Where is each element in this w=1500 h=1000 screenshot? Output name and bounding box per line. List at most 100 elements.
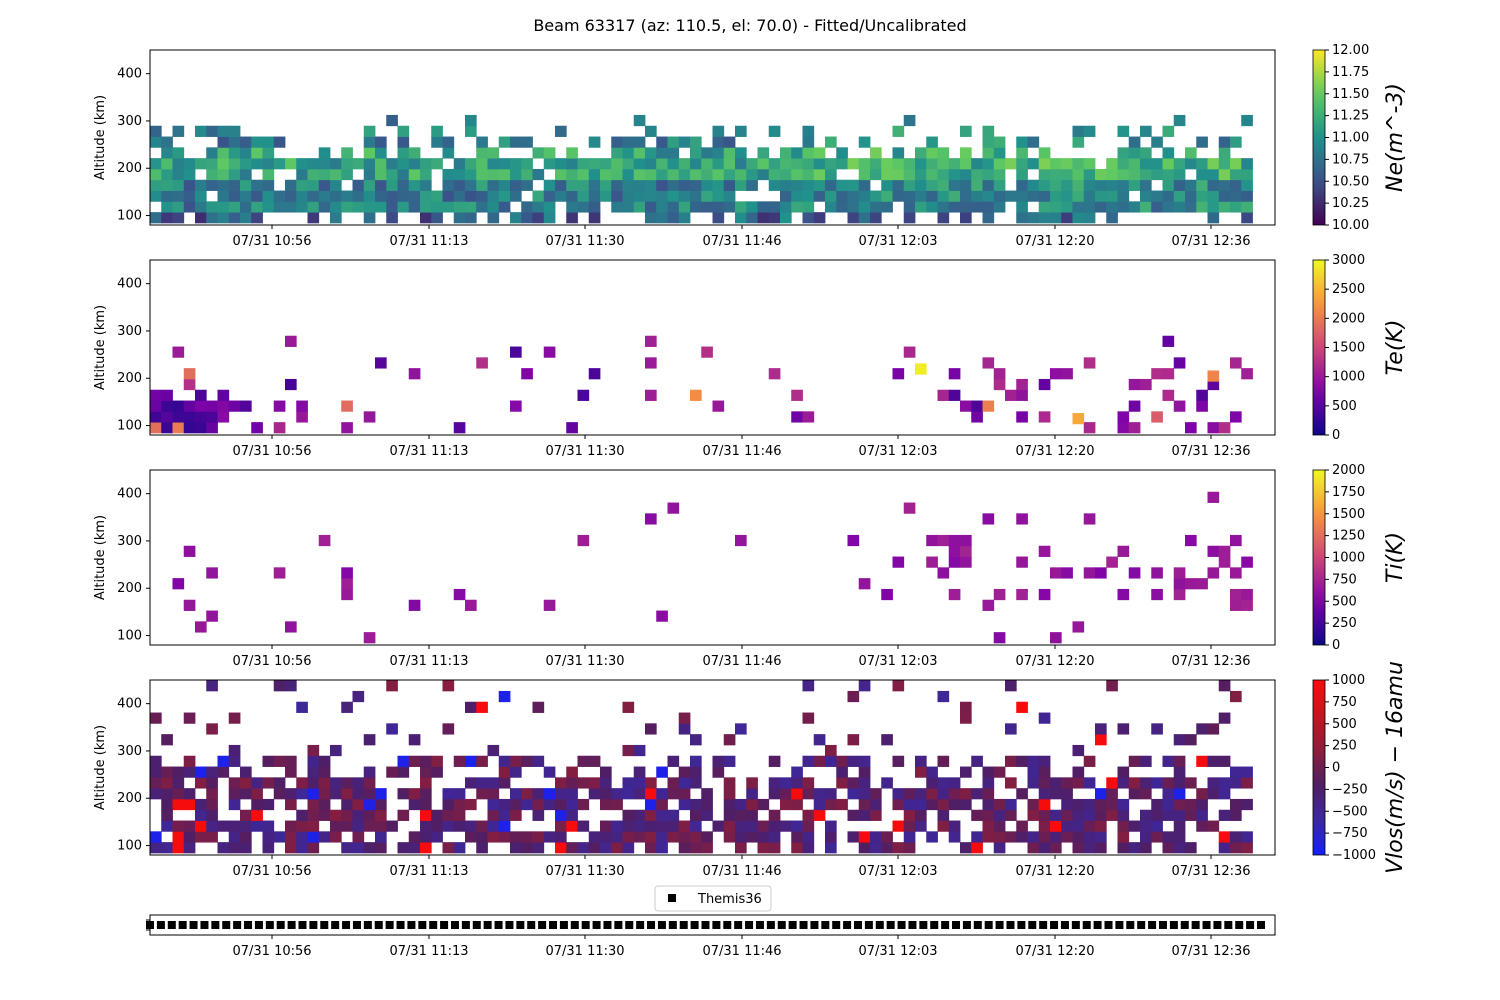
- ti-cell: [1173, 588, 1186, 601]
- ne-cell: [701, 201, 713, 213]
- vlos-cell: [330, 809, 342, 821]
- ne-cell: [510, 179, 522, 191]
- vlos-cell: [892, 755, 905, 767]
- themis-marker: [647, 921, 656, 929]
- colorbar-tick-label: 1250: [1332, 529, 1365, 544]
- vlos-cell: [982, 831, 995, 843]
- vlos-cell: [375, 842, 387, 854]
- ne-cell: [442, 201, 455, 213]
- themis-marker: [320, 921, 329, 929]
- vlos-cell: [386, 723, 398, 735]
- ne-cell: [622, 136, 635, 148]
- ne-cell: [262, 147, 275, 159]
- vlos-cell: [240, 766, 252, 778]
- colorbar-gradient: [1312, 679, 1326, 856]
- ne-cell: [510, 168, 522, 181]
- themis-marker: [494, 921, 503, 929]
- vlos-cell: [318, 777, 331, 789]
- ne-cell: [712, 158, 725, 170]
- ne-cell: [1038, 158, 1051, 170]
- ne-cell: [1095, 168, 1107, 181]
- ne-cell: [813, 168, 826, 181]
- vlos-cell: [723, 820, 736, 832]
- ne-cell: [206, 212, 218, 224]
- vlos-cell: [273, 680, 286, 692]
- vlos-cell: [746, 809, 758, 821]
- vlos-cell: [960, 712, 972, 724]
- te-cell: [1016, 389, 1028, 401]
- colorbar-tick-label: 0: [1332, 428, 1340, 443]
- ne-cell: [611, 168, 623, 181]
- ne-cell: [532, 190, 545, 202]
- vlos-cell: [318, 755, 331, 767]
- vlos-cell: [408, 842, 421, 854]
- themis-marker: [1126, 921, 1135, 929]
- vlos-cell: [588, 755, 601, 767]
- themis-marker: [614, 921, 623, 929]
- ne-cell: [1117, 201, 1130, 213]
- vlos-cell: [1230, 831, 1242, 843]
- y-tick-label: 300: [117, 534, 142, 549]
- vlos-cell: [768, 820, 781, 832]
- ti-cell: [960, 556, 972, 568]
- x-tick-label: 07/31 11:13: [389, 654, 468, 669]
- vlos-cell: [802, 842, 815, 854]
- te-cell: [1162, 368, 1175, 380]
- ne-cell: [1038, 190, 1051, 202]
- ne-cell: [1128, 136, 1141, 148]
- ne-cell: [746, 168, 758, 181]
- ne-cell: [937, 168, 950, 181]
- themis-marker: [1191, 921, 1200, 929]
- vlos-cell: [487, 788, 500, 800]
- ne-cell: [240, 158, 252, 170]
- ne-cell: [858, 179, 871, 191]
- ne-cell: [408, 158, 421, 170]
- ne-cell: [1218, 136, 1231, 148]
- te-cell: [1083, 422, 1096, 434]
- te-cell: [993, 378, 1006, 391]
- vlos-cell: [1218, 842, 1231, 854]
- te-cell: [183, 411, 196, 423]
- ne-cell: [498, 158, 511, 170]
- vlos-cell: [780, 777, 792, 789]
- ne-cell: [431, 201, 443, 213]
- ne-cell: [150, 168, 162, 181]
- themis-marker: [1050, 921, 1059, 929]
- ne-cell: [453, 158, 466, 170]
- ne-cell: [532, 147, 545, 159]
- vlos-cell: [251, 820, 263, 832]
- ti-cell: [858, 578, 871, 590]
- te-cell: [273, 400, 286, 412]
- ne-cell: [1072, 168, 1085, 181]
- vlos-cell: [273, 788, 286, 800]
- ne-cell: [825, 168, 837, 181]
- ne-cell: [836, 190, 848, 202]
- ne-cell: [926, 136, 938, 148]
- te-cell: [701, 346, 713, 358]
- vlos-cell: [453, 798, 466, 811]
- ne-cell: [487, 190, 500, 202]
- ne-cell: [498, 168, 511, 181]
- vlos-cell: [487, 820, 500, 832]
- vlos-cell: [1095, 723, 1107, 735]
- ne-cell: [555, 125, 567, 137]
- ne-cell: [161, 179, 173, 191]
- themis-marker: [156, 921, 165, 929]
- te-cell: [577, 389, 590, 401]
- vlos-cell: [802, 809, 815, 821]
- ne-cell: [712, 168, 725, 181]
- ne-cell: [633, 168, 646, 181]
- ne-cell: [363, 125, 376, 137]
- vlos-cell: [577, 842, 590, 854]
- ne-cell: [645, 201, 657, 213]
- vlos-cell: [836, 766, 848, 778]
- vlos-cell: [982, 766, 995, 778]
- vlos-cell: [285, 680, 297, 692]
- ne-cell: [937, 212, 950, 224]
- ne-cell: [960, 201, 972, 213]
- ne-cell: [915, 190, 927, 202]
- te-cell: [768, 368, 781, 380]
- ne-cell: [870, 201, 882, 213]
- colorbar-tick-label: 11.25: [1332, 109, 1369, 124]
- ne-cell: [532, 168, 545, 181]
